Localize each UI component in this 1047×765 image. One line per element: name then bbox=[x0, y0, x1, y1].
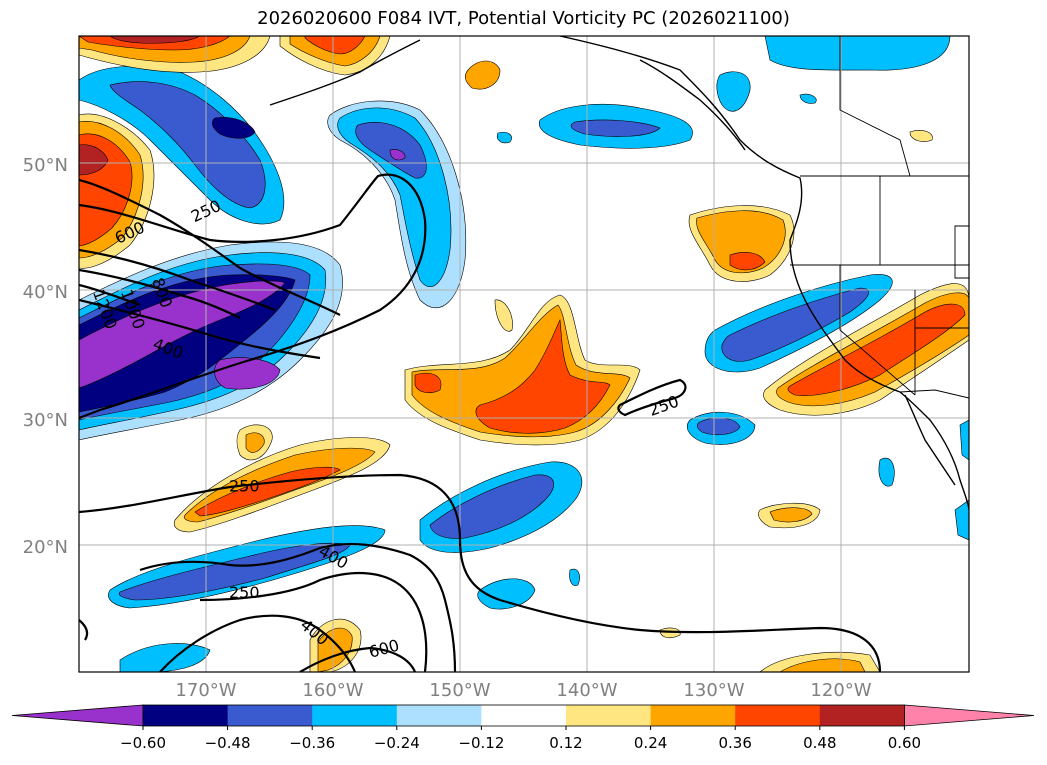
ivt-contour-600 bbox=[79, 178, 341, 316]
pv-positive-oregon-lobe bbox=[696, 210, 786, 274]
ivt-contour-250-loop bbox=[199, 572, 428, 672]
colorbar-tick-label: −0.36 bbox=[289, 734, 335, 752]
pv-negative-coast-band bbox=[721, 287, 870, 362]
north-america-coastline bbox=[559, 36, 969, 511]
lon-label-160w: 160°W bbox=[302, 680, 363, 701]
negative-pv-areas bbox=[79, 36, 969, 672]
contour-label-250: 250 bbox=[229, 476, 260, 495]
colorbar-segment bbox=[396, 705, 482, 726]
pv-negative-small-patch bbox=[497, 131, 512, 144]
pv-positive-north-patch bbox=[464, 60, 501, 90]
colorbar-segment bbox=[650, 705, 736, 726]
colorbar-segment bbox=[481, 705, 567, 726]
aleutian-islands bbox=[269, 39, 421, 106]
ivt-contour-250-east bbox=[617, 378, 687, 417]
lon-axis-labels: 170°W 160°W 150°W 140°W 130°W 120°W bbox=[175, 680, 871, 701]
pv-positive-small-patch bbox=[659, 627, 681, 639]
alaska-canada-border bbox=[839, 36, 911, 177]
lat-label-50: 50°N bbox=[23, 155, 68, 176]
colorbar-tick-label: −0.12 bbox=[458, 734, 504, 752]
ivt-contours bbox=[79, 173, 882, 672]
pv-positive-top-patch bbox=[304, 36, 366, 55]
ivt-contour-250 bbox=[79, 173, 427, 420]
colorbar-tick-label: 0.12 bbox=[549, 734, 582, 752]
colorbar-segment bbox=[227, 705, 313, 726]
ivt-contour-600-loop bbox=[299, 646, 417, 672]
lon-label-170w: 170°W bbox=[175, 680, 236, 701]
pv-negative-north-band bbox=[211, 117, 256, 139]
colorbar-segment bbox=[819, 705, 905, 726]
colorbar: −0.60 −0.48 −0.36 −0.24 −0.12 0.12 0.24 0.36 0.4… bbox=[11, 704, 1035, 752]
coastlines bbox=[269, 36, 969, 511]
lon-label-130w: 130°W bbox=[683, 680, 744, 701]
pv-negative-small-patch bbox=[569, 568, 580, 586]
lon-label-140w: 140°W bbox=[556, 680, 617, 701]
colorbar-tick-label: 0.48 bbox=[803, 734, 836, 752]
map-frame bbox=[78, 35, 970, 673]
pv-negative-south-band bbox=[429, 474, 554, 539]
colorbar-segment bbox=[312, 705, 398, 726]
colorbar-extend-high bbox=[904, 704, 1035, 727]
colorbar-extend-low bbox=[11, 704, 144, 727]
pv-positive-southwest-band bbox=[245, 432, 265, 453]
ivt-contour-400-loop bbox=[159, 614, 357, 672]
contour-label-250: 250 bbox=[229, 583, 260, 602]
ivt-contour-400 bbox=[79, 298, 321, 360]
colorbar-tick-label: −0.60 bbox=[120, 734, 166, 752]
ivt-contour-1000 bbox=[79, 268, 241, 319]
pv-positive-north-patch bbox=[909, 130, 933, 142]
lon-label-120w: 120°W bbox=[810, 680, 871, 701]
baja-california-coastline bbox=[904, 394, 956, 486]
pv-negative-top-patch bbox=[716, 71, 751, 112]
pv-negative-top-patch bbox=[570, 119, 661, 137]
alaska-panhandle-islands bbox=[639, 59, 746, 151]
ivt-contour-400-south bbox=[139, 542, 457, 672]
state-borders bbox=[790, 176, 969, 396]
colorbar-tick-label: 0.24 bbox=[634, 734, 667, 752]
colorbar-tick-label: 0.60 bbox=[888, 734, 921, 752]
ivt-contour-1200 bbox=[79, 283, 141, 307]
pv-positive-small-patch bbox=[769, 507, 813, 523]
political-borders bbox=[790, 36, 969, 399]
colorbar-segment bbox=[735, 705, 821, 726]
colorbar-tick-label: −0.48 bbox=[205, 734, 251, 752]
lat-label-30: 30°N bbox=[23, 410, 68, 431]
pv-negative-top-patch bbox=[764, 36, 951, 71]
pv-positive-northwest-corner bbox=[79, 144, 109, 176]
pv-negative-small-patch bbox=[799, 93, 817, 104]
pv-positive-center-lobe bbox=[414, 372, 442, 394]
pv-negative-main-band bbox=[79, 280, 286, 389]
lat-label-20: 20°N bbox=[23, 537, 68, 558]
pv-negative-small-patch bbox=[878, 457, 895, 487]
colorbar-tick-label: −0.24 bbox=[374, 734, 420, 752]
pv-positive-center-lobe bbox=[475, 318, 611, 434]
colorbar-tick-label: 0.36 bbox=[718, 734, 751, 752]
pv-positive-small-patch bbox=[494, 299, 513, 332]
pv-negative-north-band bbox=[109, 81, 266, 209]
us-mexico-border bbox=[899, 389, 969, 399]
colorbar-segment bbox=[566, 705, 652, 726]
pv-positive-south-east bbox=[779, 658, 866, 672]
ivt-contour-800 bbox=[79, 248, 276, 312]
pv-positive-coast-band bbox=[787, 303, 966, 396]
colorbar-segment bbox=[143, 705, 229, 726]
map-title: 2026020600 F084 IVT, Potential Vorticity… bbox=[257, 8, 790, 29]
lat-label-40: 40°N bbox=[23, 282, 68, 303]
pv-positive-top-patch bbox=[109, 36, 201, 44]
pv-negative-small-patch bbox=[954, 499, 969, 541]
lon-label-150w: 150°W bbox=[429, 680, 490, 701]
lat-axis-labels: 20°N 30°N 40°N 50°N bbox=[23, 155, 68, 558]
ivt-contour-left-edge bbox=[79, 619, 89, 641]
pv-positive-oregon-lobe bbox=[729, 252, 766, 271]
ivt-contour-250-south bbox=[79, 473, 882, 672]
graticule bbox=[79, 36, 969, 672]
pv-negative-small-patch bbox=[959, 419, 969, 461]
pv-positive-south-patch bbox=[317, 627, 353, 672]
colorbar-outline bbox=[142, 704, 905, 727]
pv-negative-center-lobe bbox=[389, 149, 406, 161]
